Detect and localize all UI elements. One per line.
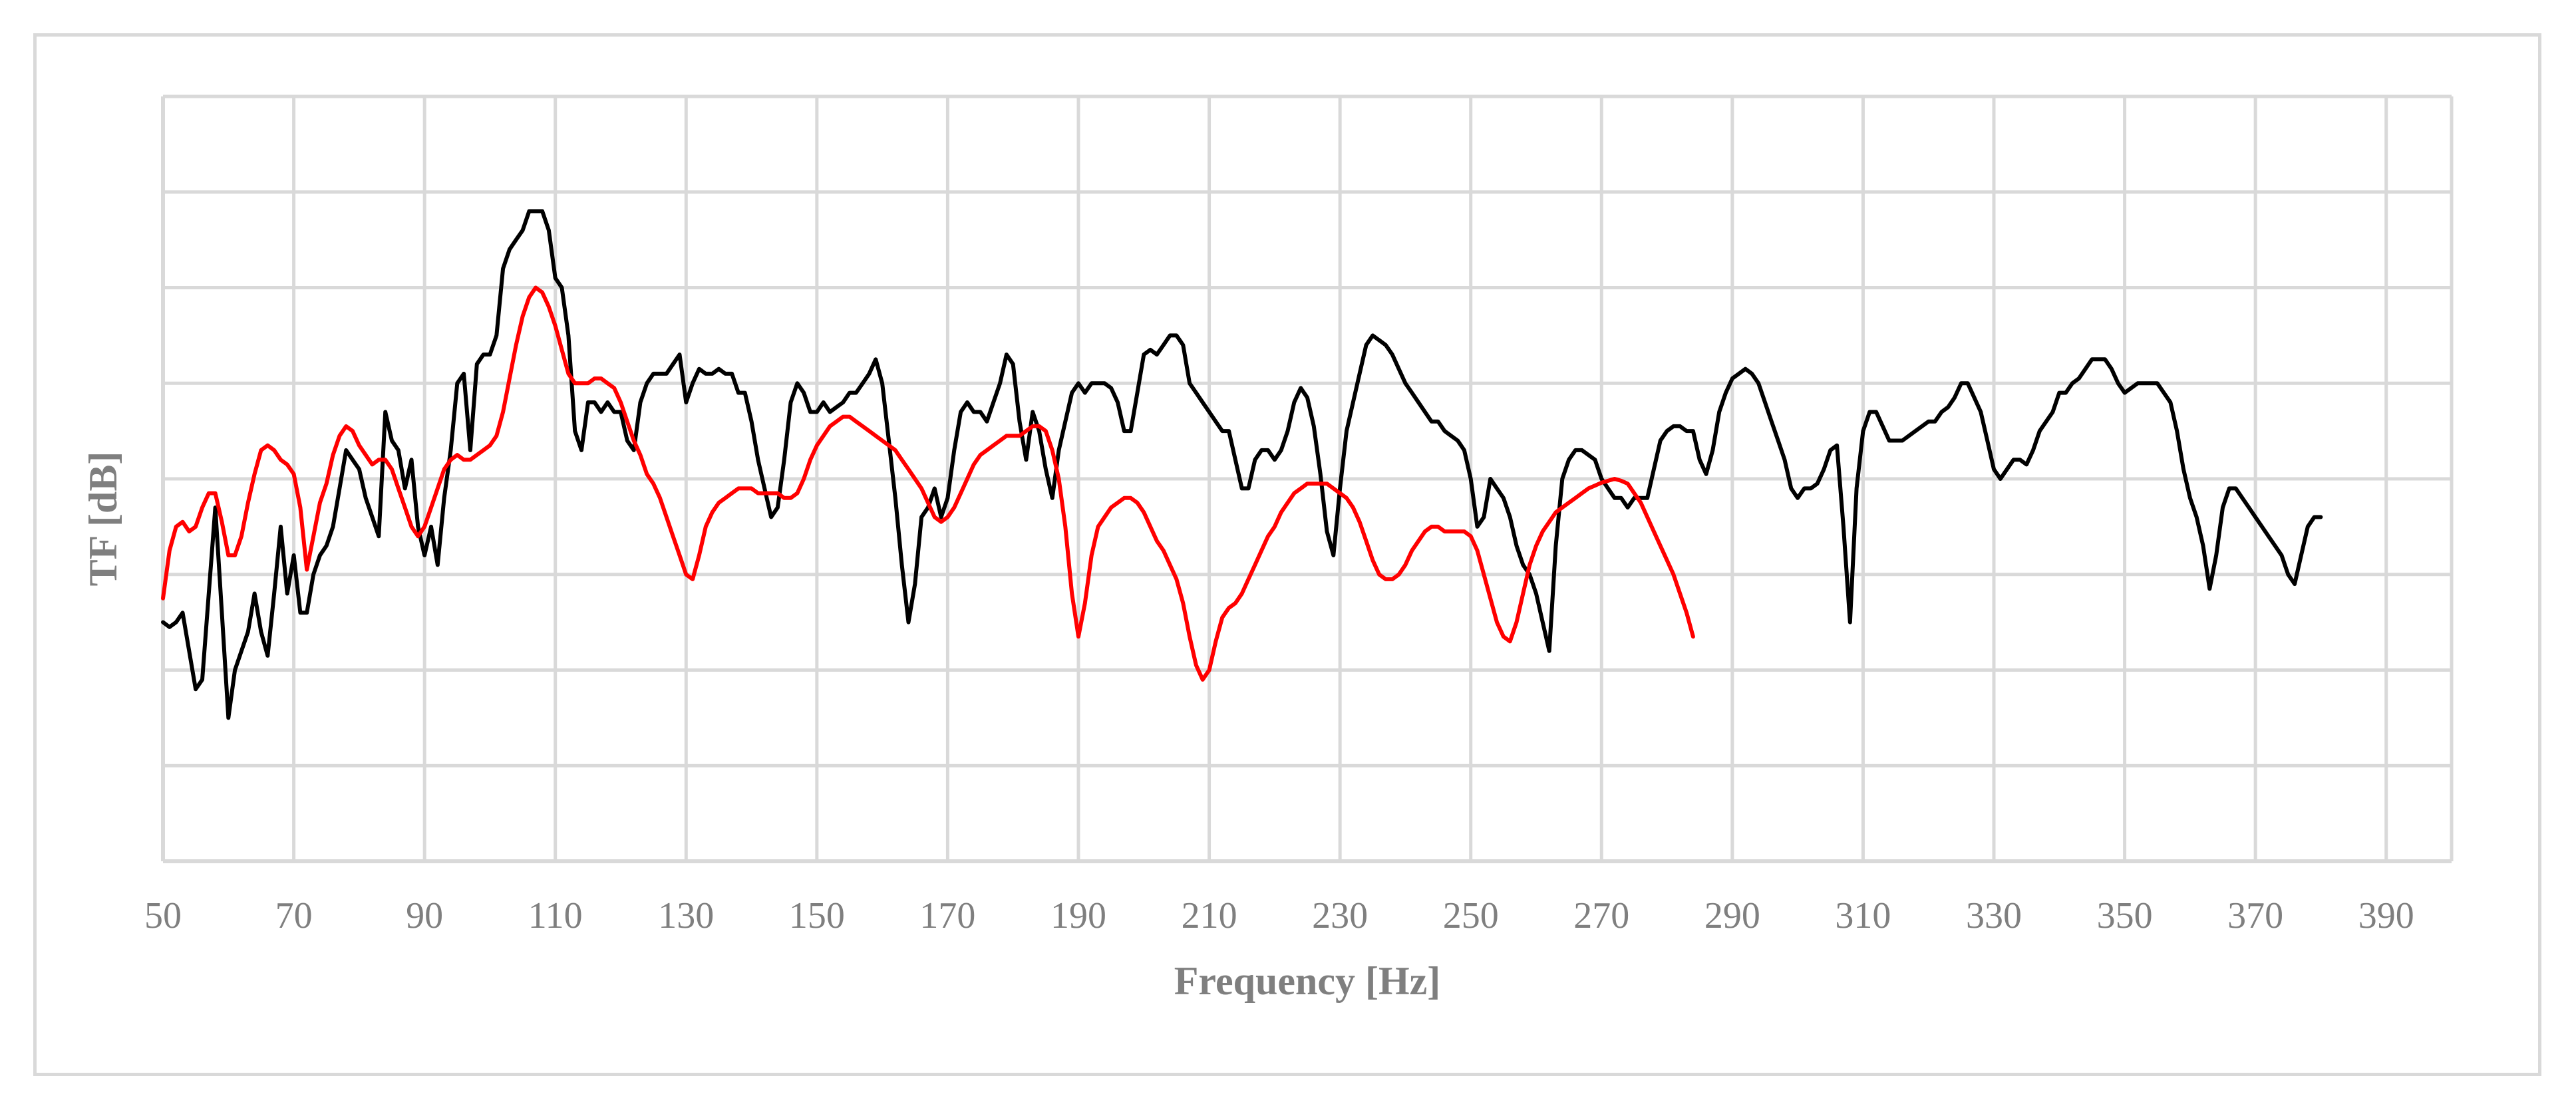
x-axis-title: Frequency [Hz] bbox=[1174, 959, 1440, 1003]
x-tick-label: 110 bbox=[528, 895, 583, 936]
x-tick-label: 90 bbox=[406, 895, 443, 936]
x-tick-label: 370 bbox=[2227, 895, 2283, 936]
x-tick-label: 310 bbox=[1835, 895, 1891, 936]
x-tick-label: 230 bbox=[1312, 895, 1368, 936]
x-tick-label: 130 bbox=[658, 895, 714, 936]
series-line-1 bbox=[161, 209, 2323, 720]
axes-layer bbox=[161, 96, 2452, 863]
x-tick-label: 150 bbox=[789, 895, 845, 936]
x-tick-label: 190 bbox=[1050, 895, 1106, 936]
x-tick-label: 390 bbox=[2358, 895, 2414, 936]
series-line-2 bbox=[161, 285, 1695, 682]
series-layer bbox=[161, 209, 2323, 720]
line-chart: 50 70 90 110 130 150 170 190 210 230 250 270 290 310 3… bbox=[81, 94, 2454, 1003]
x-tick-label: 270 bbox=[1573, 895, 1629, 936]
x-tick-label: 350 bbox=[2097, 895, 2153, 936]
chart-frame: 50 70 90 110 130 150 170 190 210 230 250 270 290 310 3… bbox=[33, 33, 2541, 1076]
grid-layer bbox=[163, 94, 2454, 861]
x-tick-label: 170 bbox=[919, 895, 975, 936]
x-tick-label: 290 bbox=[1704, 895, 1760, 936]
x-tick-label: 50 bbox=[144, 895, 182, 936]
y-axis-title: TF [dB] bbox=[81, 452, 125, 587]
tick-labels: 50 70 90 110 130 150 170 190 210 230 250 270 290 310 3… bbox=[144, 895, 2414, 936]
x-tick-label: 330 bbox=[1966, 895, 2022, 936]
x-tick-label: 250 bbox=[1443, 895, 1499, 936]
x-tick-label: 70 bbox=[275, 895, 313, 936]
x-tick-label: 210 bbox=[1182, 895, 1237, 936]
